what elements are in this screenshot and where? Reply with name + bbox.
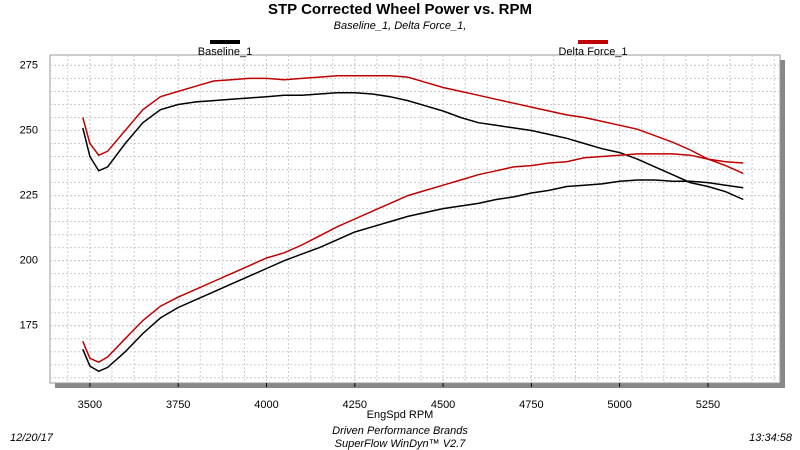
y-tick-label: 275 — [20, 59, 38, 71]
footer-time: 13:34:58 — [749, 432, 793, 444]
x-tick-label: 4250 — [343, 399, 367, 411]
chart-title: STP Corrected Wheel Power vs. RPM — [268, 1, 532, 18]
x-tick-label: 5250 — [696, 399, 720, 411]
footer-software: SuperFlow WinDyn™ V2.7 — [335, 438, 467, 450]
legend-label: Baseline_1 — [198, 46, 252, 58]
y-tick-label: 225 — [20, 189, 38, 201]
chart-subtitle: Baseline_1, Delta Force_1, — [334, 20, 467, 32]
y-tick-label: 200 — [20, 255, 38, 267]
legend-label: Delta Force_1 — [558, 46, 627, 58]
x-tick-label: 4500 — [431, 399, 455, 411]
footer-company: Driven Performance Brands — [332, 425, 468, 437]
x-axis-label: EngSpd RPM — [367, 409, 434, 421]
x-tick-label: 4000 — [254, 399, 278, 411]
x-tick-label: 4750 — [519, 399, 543, 411]
series-line — [82, 75, 744, 175]
y-tick-label: 250 — [20, 124, 38, 136]
series-line — [82, 153, 744, 364]
x-tick-label: 5000 — [607, 399, 631, 411]
footer-date: 12/20/17 — [10, 432, 54, 444]
y-tick-label: 175 — [20, 320, 38, 332]
x-tick-label: 3500 — [78, 399, 102, 411]
x-tick-label: 3750 — [166, 399, 190, 411]
series-line — [82, 91, 744, 201]
plot-area — [49, 54, 781, 384]
series-line — [82, 179, 744, 373]
